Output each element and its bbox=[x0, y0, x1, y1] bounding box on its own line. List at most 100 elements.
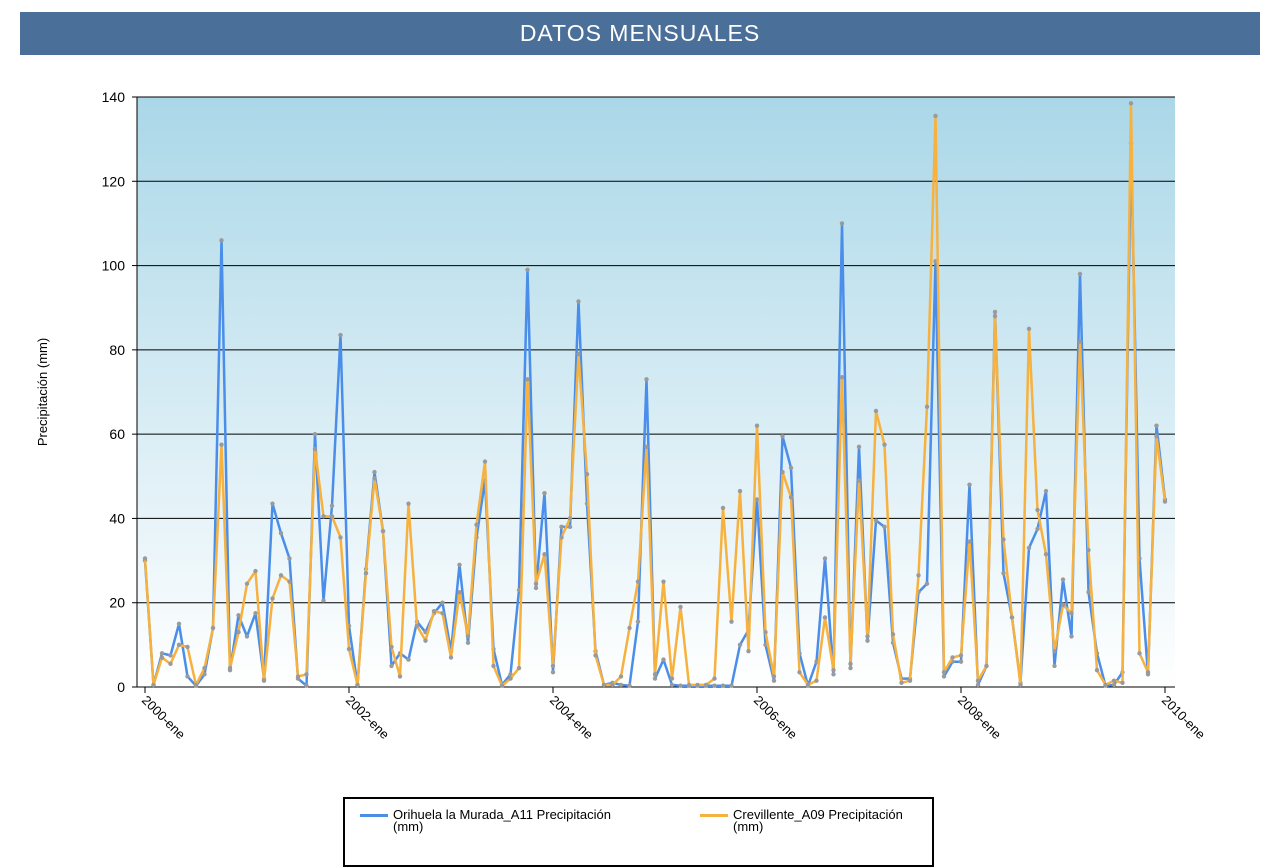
data-point bbox=[754, 497, 760, 502]
x-tick-label: 2008-ene bbox=[955, 693, 1004, 742]
data-point bbox=[406, 501, 411, 506]
data-point bbox=[899, 680, 904, 685]
legend: Orihuela la Murada_A11 Precipitación (mm… bbox=[343, 797, 934, 867]
data-point bbox=[389, 663, 394, 669]
data-point bbox=[720, 683, 726, 688]
data-point bbox=[457, 589, 462, 595]
data-point bbox=[839, 375, 845, 380]
data-point bbox=[797, 670, 802, 675]
data-point bbox=[533, 585, 539, 591]
data-point bbox=[916, 573, 921, 578]
x-tick-label: 2002-ene bbox=[343, 693, 392, 742]
data-point bbox=[1060, 577, 1066, 582]
data-point bbox=[244, 581, 250, 586]
data-point bbox=[1001, 537, 1006, 542]
data-point bbox=[465, 640, 471, 645]
data-point bbox=[618, 682, 624, 688]
data-point bbox=[737, 642, 743, 648]
data-point bbox=[967, 482, 972, 487]
legend-swatch bbox=[700, 814, 728, 817]
data-point bbox=[185, 644, 190, 650]
data-point bbox=[159, 655, 165, 660]
data-point bbox=[219, 238, 224, 243]
data-point bbox=[193, 682, 199, 688]
legend-swatch bbox=[360, 814, 388, 817]
y-tick-label: 40 bbox=[109, 510, 125, 526]
data-point bbox=[1043, 552, 1049, 557]
data-point bbox=[338, 332, 343, 338]
y-tick-label: 80 bbox=[109, 342, 125, 358]
y-tick-label: 20 bbox=[109, 595, 125, 611]
data-point bbox=[525, 267, 530, 272]
data-point bbox=[202, 665, 207, 671]
data-point bbox=[219, 442, 224, 447]
data-point bbox=[1052, 648, 1057, 654]
data-point bbox=[865, 634, 870, 639]
data-point bbox=[865, 638, 870, 643]
data-point bbox=[941, 670, 947, 675]
data-point bbox=[448, 655, 454, 660]
data-point bbox=[678, 604, 683, 610]
data-point bbox=[771, 674, 777, 679]
data-point bbox=[1103, 682, 1108, 688]
data-point bbox=[338, 535, 343, 540]
data-point bbox=[550, 670, 556, 675]
data-point bbox=[550, 663, 556, 669]
data-point bbox=[329, 514, 335, 519]
data-point bbox=[618, 674, 624, 679]
data-point bbox=[278, 530, 284, 536]
data-point bbox=[1035, 507, 1040, 513]
data-point bbox=[321, 598, 326, 603]
data-point bbox=[856, 478, 862, 483]
data-point bbox=[763, 630, 768, 635]
data-point bbox=[227, 665, 233, 671]
data-point bbox=[1086, 589, 1091, 595]
data-point bbox=[270, 501, 275, 506]
data-point bbox=[1145, 670, 1151, 675]
data-point bbox=[236, 613, 241, 618]
data-point bbox=[873, 518, 879, 523]
data-point bbox=[1120, 680, 1125, 685]
data-point bbox=[1154, 423, 1159, 428]
data-point bbox=[907, 678, 913, 683]
y-tick-label: 140 bbox=[102, 89, 126, 105]
data-point bbox=[882, 524, 887, 530]
data-point bbox=[567, 524, 573, 530]
data-point bbox=[678, 683, 683, 688]
data-point bbox=[1009, 615, 1015, 620]
data-point bbox=[270, 596, 275, 601]
data-point bbox=[584, 471, 590, 477]
data-point bbox=[142, 556, 148, 561]
y-tick-label: 100 bbox=[102, 258, 126, 274]
data-point bbox=[355, 682, 360, 688]
data-point bbox=[601, 682, 607, 688]
data-point bbox=[805, 682, 811, 688]
data-point bbox=[185, 674, 190, 679]
data-point bbox=[261, 678, 267, 683]
data-point bbox=[253, 568, 258, 574]
data-point bbox=[669, 682, 675, 688]
data-point bbox=[304, 672, 309, 677]
data-point bbox=[253, 611, 258, 616]
data-point bbox=[474, 522, 479, 527]
data-point bbox=[1162, 499, 1168, 504]
data-point bbox=[176, 642, 182, 648]
data-point bbox=[389, 644, 394, 650]
data-point bbox=[210, 625, 216, 631]
data-point bbox=[788, 465, 794, 471]
data-point bbox=[1111, 682, 1117, 688]
data-point bbox=[576, 299, 581, 304]
data-point bbox=[380, 528, 386, 534]
data-point bbox=[610, 682, 615, 688]
data-point bbox=[975, 682, 981, 688]
data-point bbox=[780, 469, 785, 475]
data-point bbox=[440, 600, 445, 605]
data-point bbox=[1094, 667, 1100, 673]
data-point bbox=[151, 682, 156, 688]
data-point bbox=[372, 469, 377, 475]
data-point bbox=[924, 404, 930, 409]
data-point bbox=[244, 634, 250, 639]
data-point bbox=[890, 632, 896, 637]
data-point bbox=[423, 638, 428, 643]
